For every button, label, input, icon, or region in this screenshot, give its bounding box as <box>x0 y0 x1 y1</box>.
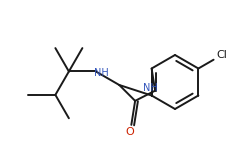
Text: Cl: Cl <box>216 50 227 60</box>
Text: NH: NH <box>94 68 109 78</box>
Text: O: O <box>126 127 135 137</box>
Text: NH: NH <box>143 83 158 93</box>
